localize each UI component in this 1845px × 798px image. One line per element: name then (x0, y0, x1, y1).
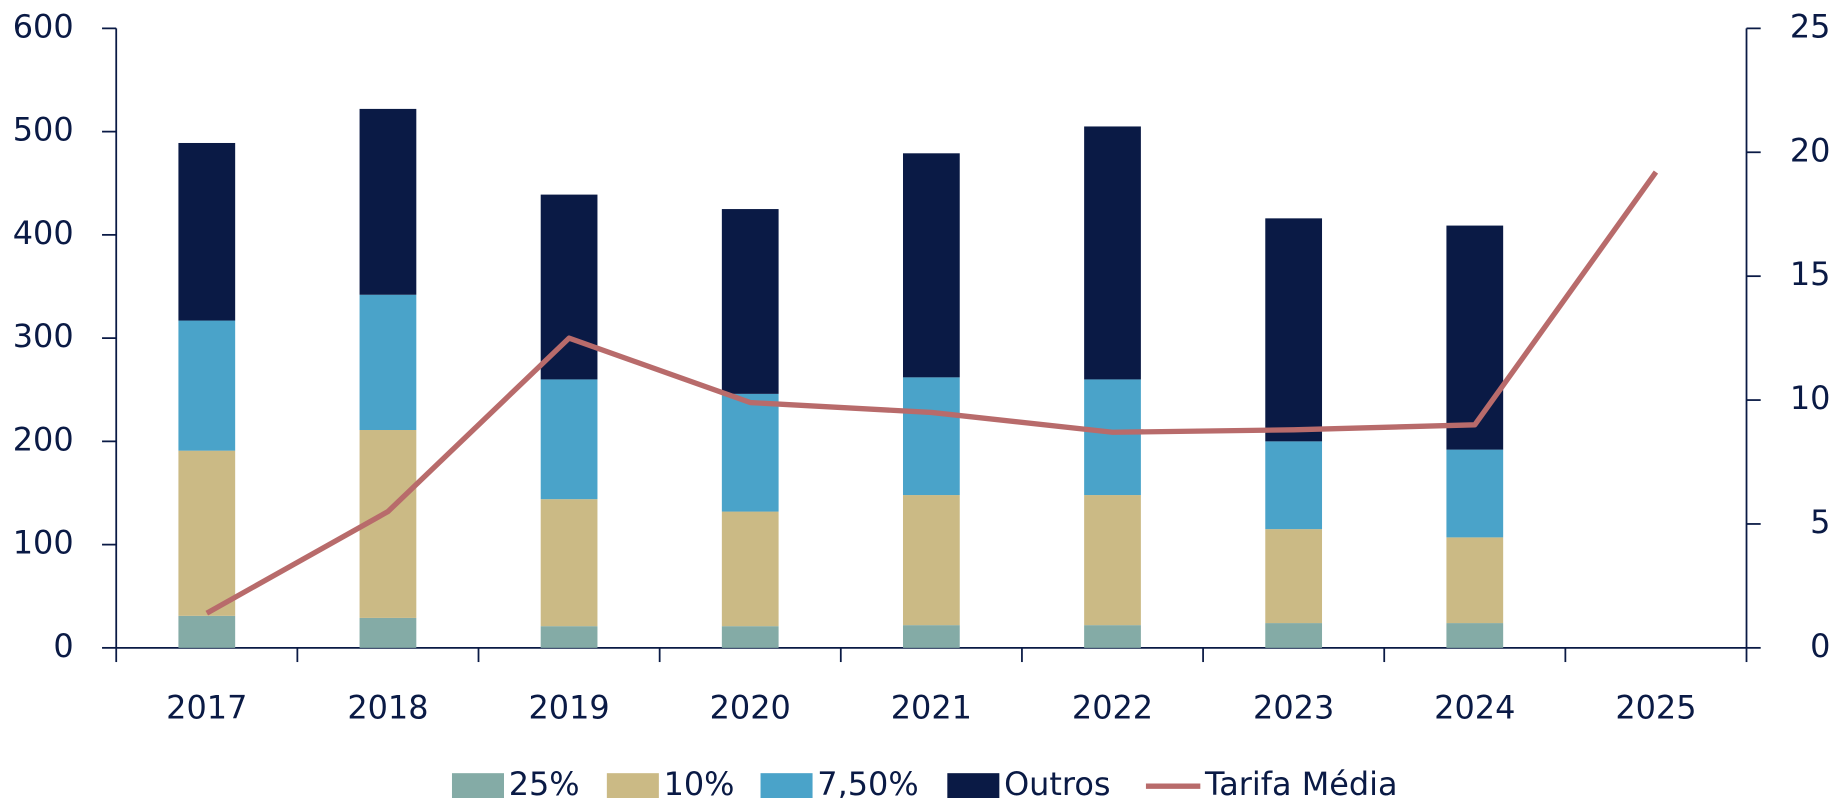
y2-tick-label: 15 (1790, 255, 1831, 293)
legend-swatch (606, 773, 659, 798)
bar-segment (1446, 225, 1504, 450)
bar-segment (1084, 126, 1141, 380)
bar-segment (721, 626, 779, 648)
bar-segment (178, 615, 236, 648)
legend-label: 10% (664, 765, 735, 798)
bar-segment (1084, 495, 1141, 626)
y-tick-label: 300 (13, 317, 74, 355)
bar-segment (359, 108, 417, 295)
bar-segment (721, 209, 779, 394)
y2-tick-label: 0 (1810, 627, 1830, 665)
bar-segment (1446, 623, 1504, 648)
bar-segment (178, 320, 236, 451)
x-tick-label: 2019 (528, 688, 609, 726)
bar-segment (1446, 537, 1504, 624)
y2-tick-label: 25 (1790, 7, 1831, 45)
x-tick-label: 2017 (166, 688, 247, 726)
bar-segment (1446, 449, 1504, 538)
x-tick-label: 2024 (1434, 688, 1515, 726)
y2-tick-label: 10 (1790, 379, 1831, 417)
bar-segment (1265, 529, 1323, 624)
legend-label: 25% (509, 765, 580, 798)
bar-segment (902, 153, 960, 378)
bar-segment (1084, 379, 1141, 496)
bar-segment (721, 511, 779, 627)
y2-tick-label: 20 (1790, 131, 1831, 169)
legend-swatch (451, 773, 504, 798)
legend-swatch (760, 773, 813, 798)
bar-segment (721, 393, 779, 512)
bar-segment (1265, 218, 1323, 442)
y-tick-label: 600 (13, 7, 74, 45)
x-tick-label: 2018 (347, 688, 428, 726)
bar-segment (540, 379, 598, 500)
legend-label: Outros (1004, 765, 1110, 798)
bar-segment (178, 450, 236, 616)
bar-segment (1265, 623, 1323, 648)
line-series (205, 170, 1659, 616)
bar-segment (540, 499, 598, 627)
x-tick-label: 2022 (1072, 688, 1153, 726)
y-tick-label: 100 (13, 524, 74, 562)
y-tick-label: 400 (13, 214, 74, 252)
bar-segment (540, 626, 598, 648)
legend-label: 7,50% (817, 765, 918, 798)
x-tick-label: 2020 (710, 688, 791, 726)
bar-segment (359, 294, 417, 431)
x-tick-label: 2021 (891, 688, 972, 726)
bar-segment (902, 377, 960, 496)
y2-tick-label: 5 (1810, 503, 1830, 541)
bar-segment (1265, 441, 1323, 530)
y-tick-label: 200 (13, 420, 74, 458)
x-tick-label: 2025 (1615, 688, 1696, 726)
bar-segment (1084, 625, 1141, 648)
legend-label: Tarifa Média (1204, 765, 1398, 798)
bar-segment (540, 194, 598, 380)
y-tick-label: 500 (13, 111, 74, 149)
bar-segment (902, 495, 960, 626)
x-tick-label: 2023 (1253, 688, 1334, 726)
bar-segment (178, 142, 236, 321)
y-tick-label: 0 (53, 627, 73, 665)
legend-swatch (947, 773, 1000, 798)
bar-segment (902, 625, 960, 648)
bar-segment (359, 617, 417, 648)
